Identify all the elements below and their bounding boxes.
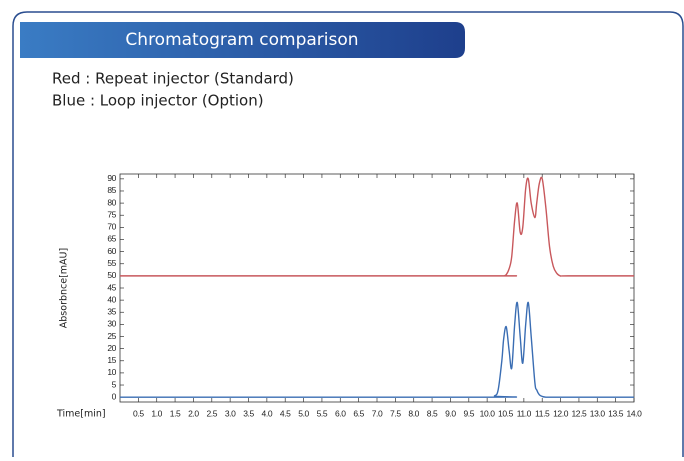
x-tick-label: 13.5 — [608, 408, 624, 418]
y-tick-label: 10 — [107, 367, 116, 377]
x-tick-label: 5.5 — [317, 408, 328, 418]
y-tick-label: 65 — [107, 234, 116, 244]
x-tick-label: 2.0 — [188, 408, 199, 418]
x-tick-label: 13.0 — [590, 408, 606, 418]
x-tick-label: 4.0 — [262, 408, 273, 418]
x-tick-label: 8.5 — [427, 408, 438, 418]
x-tick-label: 1.0 — [151, 408, 162, 418]
header-title: Chromatogram comparison — [125, 30, 358, 50]
x-tick-label: 3.0 — [225, 408, 236, 418]
y-tick-label: 25 — [107, 331, 116, 341]
panel-border — [12, 11, 684, 457]
y-tick-label: 85 — [107, 185, 116, 195]
y-tick-label: 55 — [107, 258, 116, 268]
series-line — [120, 176, 634, 277]
x-tick-label: 11.5 — [535, 408, 550, 418]
y-axis-label: Absorbnce[mAU] — [59, 248, 70, 328]
y-tick-label: 80 — [107, 197, 116, 207]
x-tick-label: 11.0 — [517, 408, 532, 418]
x-tick-label: 14.0 — [627, 408, 643, 418]
y-tick-label: 30 — [107, 319, 116, 329]
x-tick-label: 12.5 — [571, 408, 587, 418]
x-tick-label: 2.5 — [206, 408, 217, 418]
y-tick-label: 60 — [107, 246, 116, 256]
x-axis-label: Time[min] — [56, 409, 106, 420]
x-tick-label: 7.5 — [390, 408, 401, 418]
y-tick-label: 50 — [107, 270, 116, 280]
x-tick-label: 3.5 — [243, 408, 254, 418]
x-tick-label: 9.0 — [445, 408, 456, 418]
plot-frame — [119, 173, 635, 403]
x-tick-label: 9.5 — [463, 408, 474, 418]
x-tick-label: 1.5 — [170, 408, 181, 418]
y-tick-label: 70 — [107, 222, 116, 232]
y-tick-label: 0 — [112, 391, 117, 401]
x-tick-label: 6.5 — [353, 408, 364, 418]
legend-text: Red : Repeat injector (Standard) — [52, 70, 294, 88]
x-tick-label: 0.5 — [133, 408, 144, 418]
x-tick-label: 10.0 — [480, 408, 496, 418]
x-tick-label: 4.5 — [280, 408, 291, 418]
series-line — [119, 301, 634, 398]
y-tick-label: 5 — [112, 379, 117, 389]
y-tick-label: 20 — [107, 343, 116, 353]
y-tick-label: 45 — [107, 282, 116, 292]
y-tick-label: 75 — [107, 209, 116, 219]
y-tick-label: 15 — [107, 355, 116, 365]
x-tick-label: 8.0 — [408, 408, 419, 418]
y-tick-label: 90 — [107, 173, 116, 183]
y-tick-label: 35 — [107, 307, 116, 317]
legend-text: Blue : Loop injector (Option) — [52, 92, 264, 110]
x-tick-label: 6.0 — [335, 408, 346, 418]
x-tick-label: 12.0 — [553, 408, 569, 418]
x-tick-label: 7.0 — [372, 408, 383, 418]
x-tick-label: 10.5 — [498, 408, 514, 418]
x-tick-label: 5.0 — [298, 408, 309, 418]
y-tick-label: 40 — [107, 294, 116, 304]
header-bar — [20, 22, 465, 58]
